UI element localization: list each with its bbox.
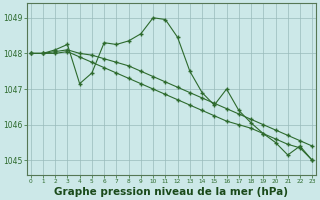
X-axis label: Graphe pression niveau de la mer (hPa): Graphe pression niveau de la mer (hPa) bbox=[54, 187, 288, 197]
